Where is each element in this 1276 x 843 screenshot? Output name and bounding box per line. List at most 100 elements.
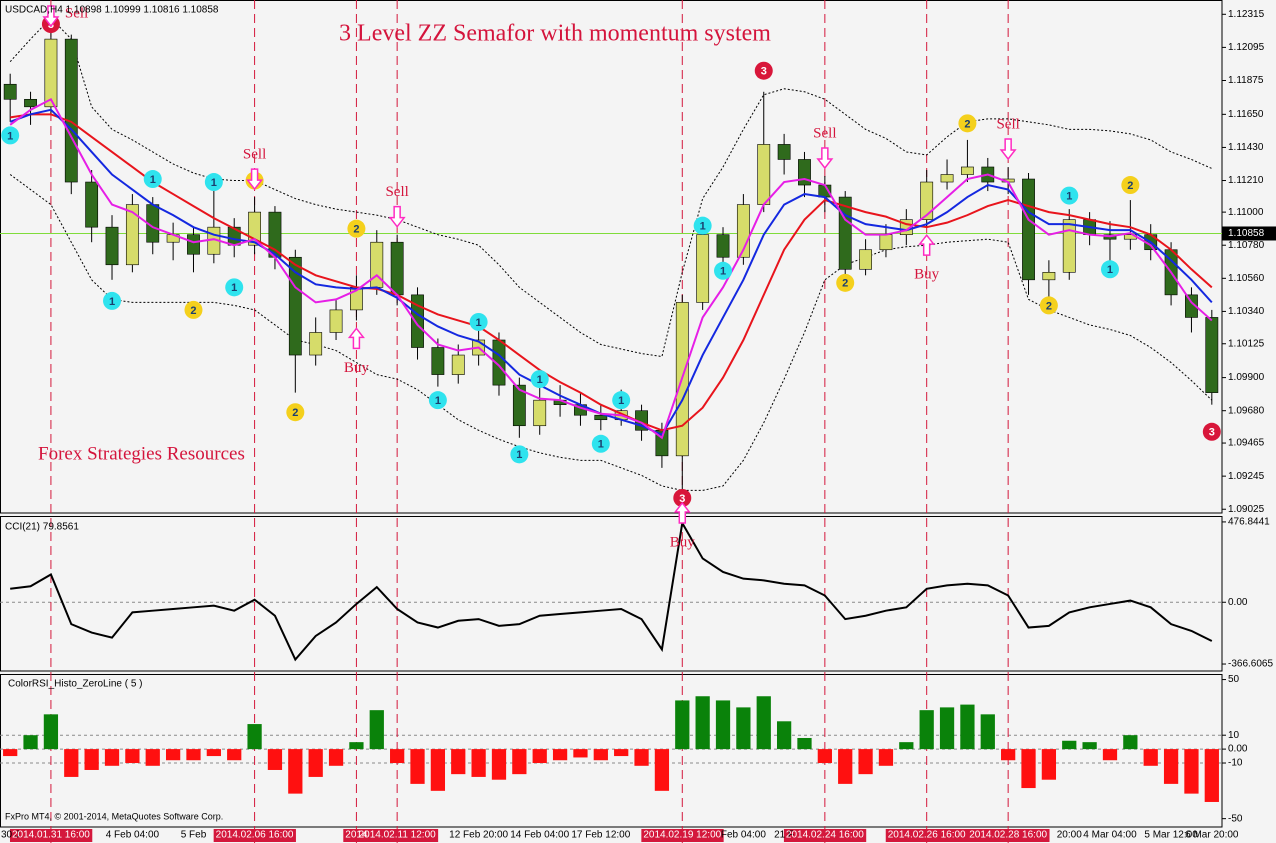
rsi-bar [1143, 749, 1158, 766]
sell-arrow [388, 205, 406, 228]
x-tick-label: 4 Mar 04:00 [1083, 830, 1137, 841]
semafor-dot [836, 273, 855, 292]
x-tick-label: 30 J [1, 830, 20, 841]
candle-body [44, 38, 58, 108]
y-tick-label: 476.8441 [1228, 517, 1270, 528]
front-layer: 1.12315 1.12095 1.11875 1.11650 1.11430 1.112… [1, 5, 1276, 841]
rsi-bar [1062, 740, 1077, 750]
signal-label: Buy [344, 360, 370, 376]
semafor-level: 2 [842, 278, 848, 290]
candle-body [1042, 271, 1056, 281]
rsi-bar [1123, 735, 1138, 750]
candle-body [716, 234, 730, 258]
current-price-label: 1.10858 [1228, 228, 1265, 239]
rsi-bar [3, 749, 18, 757]
semafor-level: 2 [353, 224, 359, 236]
y-tick-label: 1.11875 [1228, 75, 1264, 86]
symbol-info: USDCAD,H4 1.10898 1.10999 1.10816 1.1085… [5, 5, 219, 16]
y-tick-label: 1.09025 [1228, 504, 1265, 515]
cci-title: CCI(21) 79.8561 [5, 522, 79, 533]
rsi-bar [145, 749, 160, 766]
y-tick-label: 1.09245 [1228, 471, 1265, 482]
rsi-bar [308, 749, 323, 777]
rsi-bar [491, 749, 507, 780]
semafor-dot [469, 312, 488, 331]
semafor-level: 2 [964, 118, 970, 130]
x-tick-label: 6 Mar 20:00 [1185, 830, 1239, 841]
rsi-panel [0, 674, 1223, 828]
candle-body [940, 174, 954, 183]
buy-arrow [918, 233, 936, 256]
candle-body [1062, 219, 1076, 273]
x-label-highlight [783, 829, 867, 842]
semafor-dot [612, 391, 631, 410]
x-tick-label: 2014.02.28 16:00 [969, 830, 1047, 841]
semafor-level: 1 [1066, 190, 1072, 202]
semafor-level: 1 [516, 449, 522, 461]
rsi-bar [654, 749, 670, 791]
semafor-dot [1121, 176, 1140, 195]
semafor-level: 3 [761, 66, 767, 78]
semafor-level: 1 [1107, 264, 1113, 276]
semafor-dot [673, 488, 692, 507]
candle-body [1205, 317, 1219, 393]
rsi-bar [349, 742, 364, 750]
x-tick-label: 2014.02.19 12:00 [643, 830, 721, 841]
signal-label: Sell [385, 184, 408, 200]
y-tick-label: 1.11210 [1228, 175, 1264, 186]
semafor-dot [143, 170, 162, 189]
sell-arrow [246, 168, 264, 191]
candle-body [1022, 178, 1035, 281]
cci-panel [0, 516, 1223, 672]
y-tick-label: 0.00 [1228, 744, 1248, 755]
semafor-dot [286, 403, 305, 422]
semafor-dot [347, 219, 366, 238]
signal-label: Sell [996, 116, 1019, 132]
moving-average [10, 113, 1213, 432]
x-tick-label: 2014.02.06 16:00 [216, 830, 294, 841]
semafor-level: 2 [190, 305, 196, 317]
candle-body [24, 98, 37, 108]
rsi-bar [186, 749, 201, 761]
semafor-dot [225, 278, 244, 297]
candle-body [594, 414, 608, 421]
y-tick-label: 1.10125 [1228, 338, 1265, 349]
semafor-dot [1060, 186, 1079, 205]
semafor-dot [1039, 296, 1058, 315]
rsi-bar [390, 749, 405, 764]
rsi-bar [206, 749, 221, 757]
semafor-level: 1 [700, 221, 706, 233]
candle-body [3, 83, 17, 100]
sell-arrow [42, 5, 60, 28]
semafor-level: 1 [537, 374, 543, 386]
rsi-bar [675, 700, 690, 750]
rsi-bar [980, 714, 995, 750]
signal-label: Buy [914, 267, 940, 283]
rsi-bar [1163, 749, 1179, 784]
candle-body [777, 144, 791, 160]
semafor-dot [1202, 422, 1221, 441]
semafor-level: 1 [109, 296, 115, 308]
rsi-bar [573, 749, 588, 758]
semafor-level: 1 [598, 439, 604, 451]
rsi-bar [1041, 749, 1057, 780]
rsi-bar [64, 749, 79, 777]
semafor-dot [204, 173, 223, 192]
y-tick-label: 1.12315 [1228, 9, 1265, 20]
rsi-bar [1021, 749, 1036, 789]
rsi-bar [695, 696, 710, 750]
semafor-dot [530, 370, 549, 389]
candle-body [64, 38, 78, 183]
candle-body [1185, 294, 1198, 318]
rsi-bar [165, 749, 181, 761]
x-tick-label: 12 Feb 20:00 [449, 830, 508, 841]
signal-label: Sell [65, 5, 88, 21]
semafor-dot [1100, 260, 1119, 279]
band-line [9, 174, 1213, 491]
x-label-highlight [356, 829, 439, 842]
semafor-dot [958, 114, 977, 133]
candle-body [533, 399, 547, 427]
rsi-bar [532, 749, 547, 764]
